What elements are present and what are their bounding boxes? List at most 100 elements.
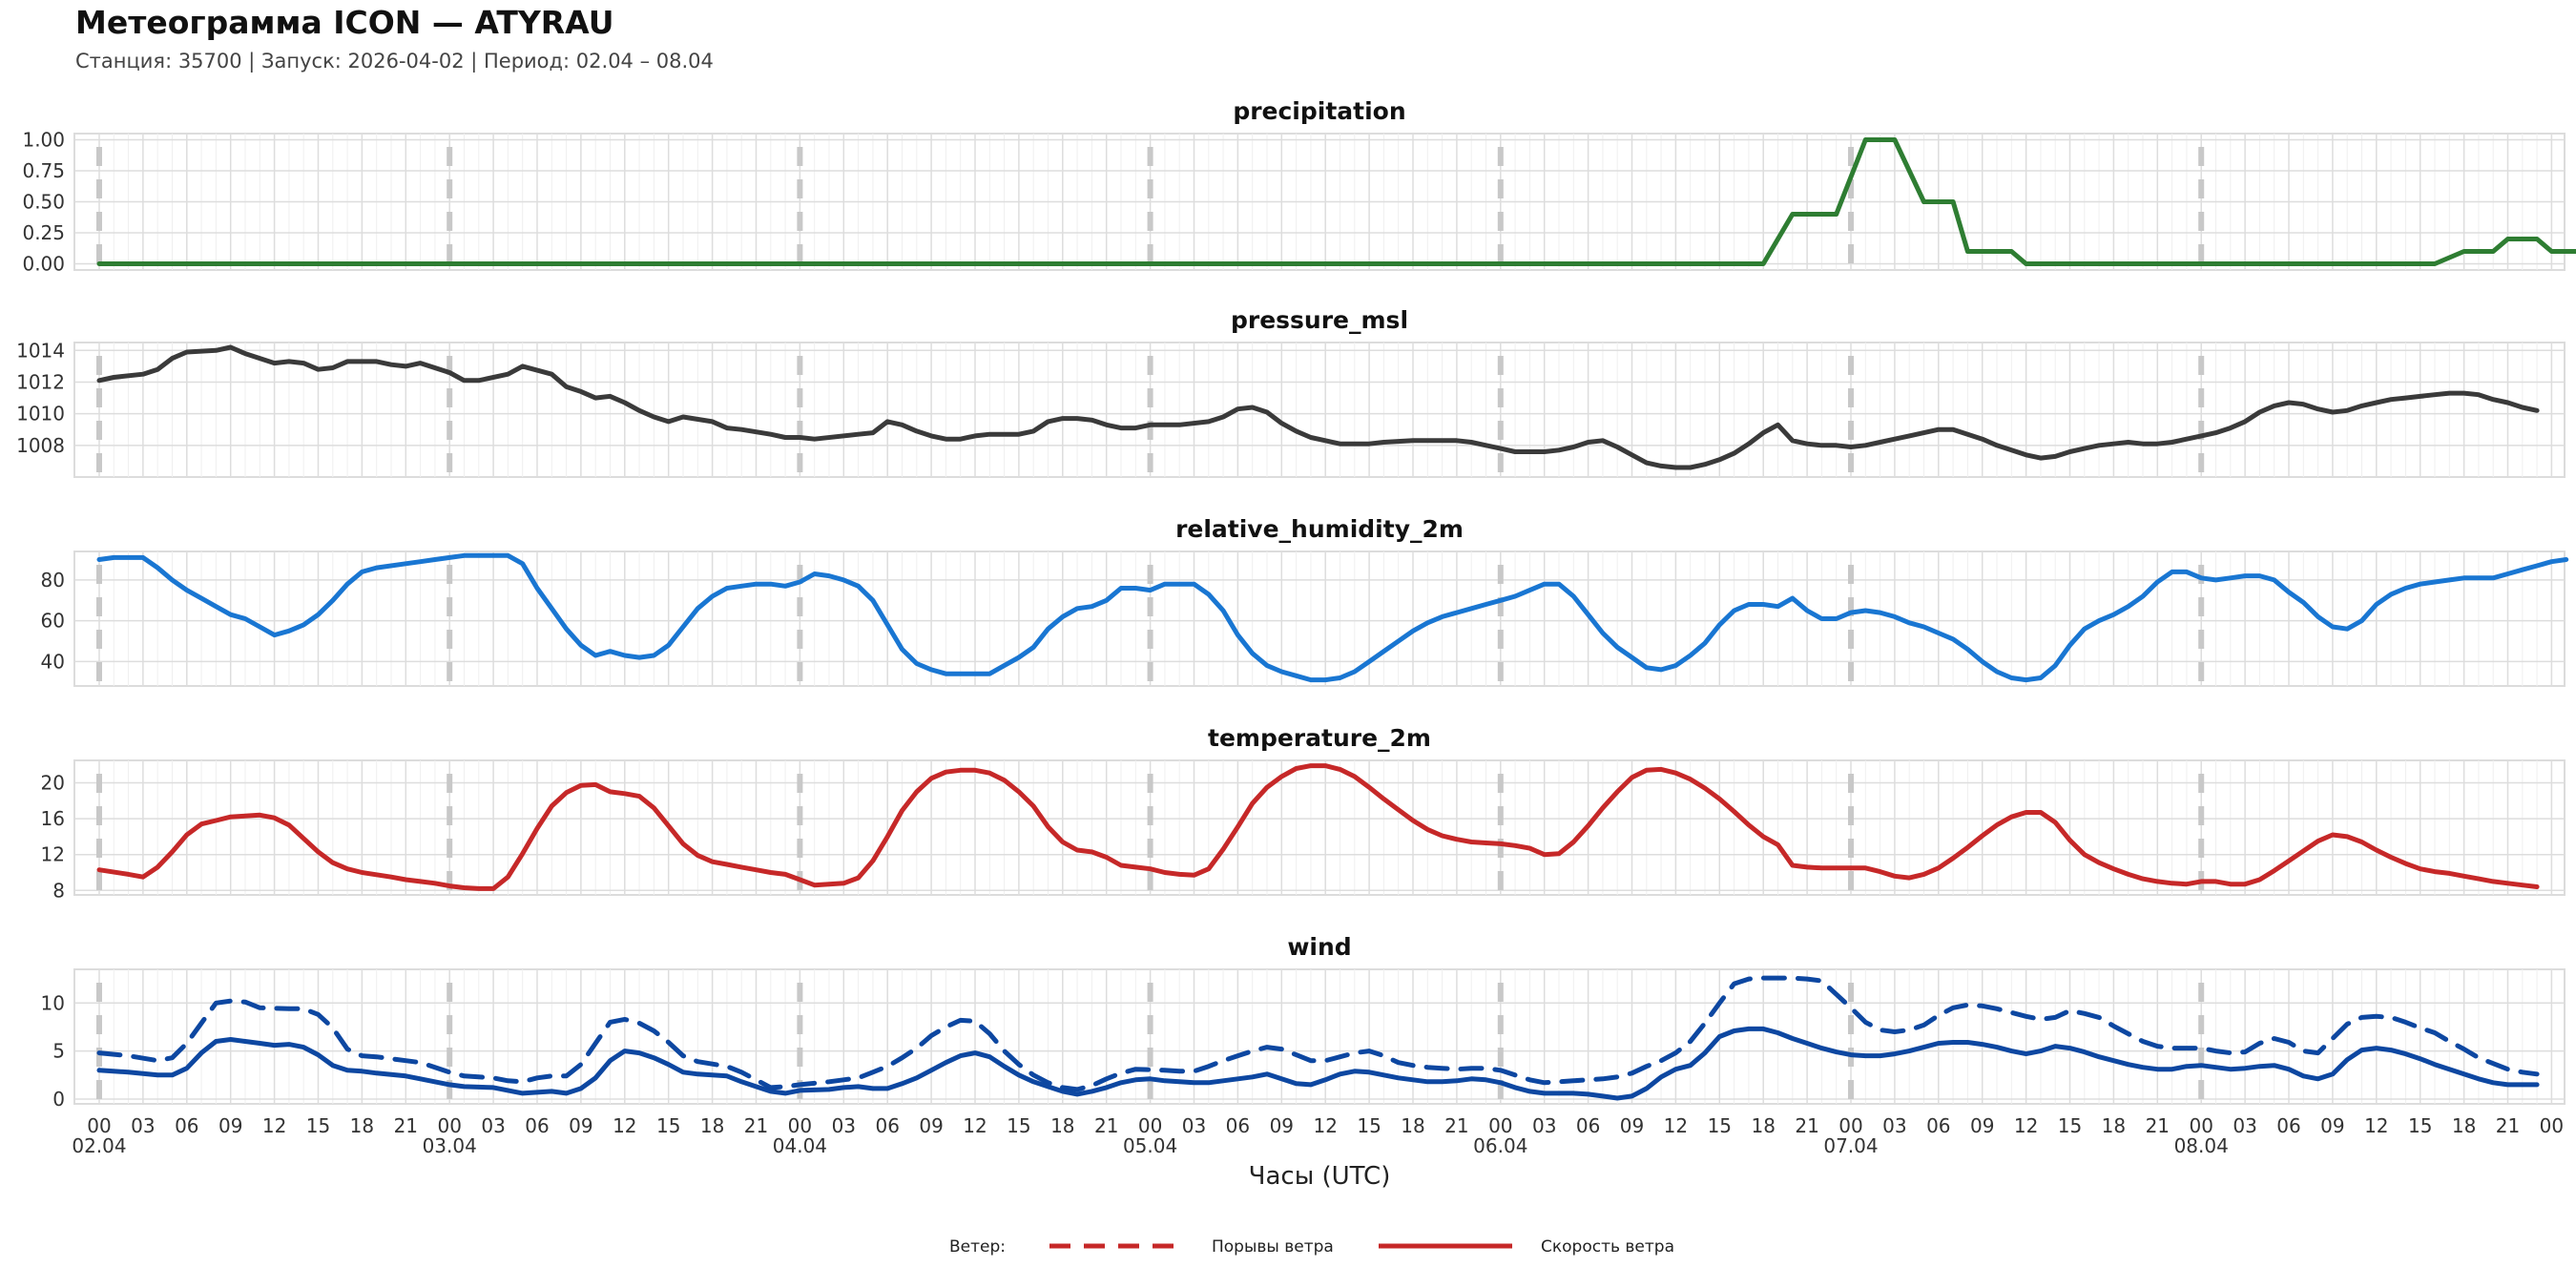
x-tick-label: 15 [306, 1114, 330, 1137]
series-line-wind-solid [96, 1026, 2540, 1101]
x-day-label: 04.04 [773, 1134, 827, 1157]
x-tick-label: 18 [350, 1114, 374, 1137]
x-tick-label: 03 [481, 1114, 505, 1137]
x-tick-label: 12 [613, 1114, 636, 1137]
x-tick-label: 15 [2058, 1114, 2082, 1137]
y-tick-label: 16 [41, 807, 65, 830]
y-tick-label: 1.00 [22, 129, 65, 152]
x-tick-label: 15 [2408, 1114, 2432, 1137]
x-tick-label: 18 [1401, 1114, 1424, 1137]
x-tick-label: 03 [1532, 1114, 1556, 1137]
y-tick-label: 10 [41, 991, 65, 1014]
y-tick-label: 1008 [16, 434, 65, 457]
panel-frame [73, 342, 2566, 478]
x-tick-label: 03 [131, 1114, 155, 1137]
page-title: Метеограмма ICON — ATYRAU [75, 4, 614, 41]
series-line-precipitation [96, 137, 2576, 266]
y-tick-label: 0.25 [22, 221, 65, 244]
panel-title: relative_humidity_2m [1175, 515, 1464, 543]
x-tick-label: 09 [1620, 1114, 1644, 1137]
x-tick-label: 21 [2146, 1114, 2170, 1137]
y-tick-label: 0.00 [22, 253, 65, 276]
x-tick-label: 06 [875, 1114, 899, 1137]
x-tick-label: 21 [394, 1114, 418, 1137]
panel-title: temperature_2m [1208, 724, 1431, 752]
y-tick-label: 20 [41, 772, 65, 795]
x-tick-label: 00 [1138, 1114, 1162, 1137]
x-tick-label: 15 [1357, 1114, 1381, 1137]
legend-label-gusts: Порывы ветра [1212, 1237, 1334, 1257]
panel-title: pressure_msl [1231, 306, 1408, 334]
x-tick-label: 06 [525, 1114, 549, 1137]
x-tick-label: 18 [2452, 1114, 2476, 1137]
series-line-temperature_2m [96, 763, 2540, 891]
y-tick-label: 40 [41, 650, 65, 673]
x-axis-label: Часы (UTC) [1249, 1162, 1391, 1191]
y-tick-label: 12 [41, 843, 65, 866]
x-day-label: 02.04 [72, 1134, 126, 1157]
x-tick-label: 06 [1926, 1114, 1950, 1137]
y-tick-label: 5 [52, 1040, 65, 1063]
x-tick-label: 18 [2102, 1114, 2126, 1137]
x-tick-label: 21 [1444, 1114, 1468, 1137]
panel-frame [73, 551, 2566, 687]
x-tick-label: 12 [2364, 1114, 2388, 1137]
x-tick-label: 00 [437, 1114, 461, 1137]
y-tick-label: 1012 [16, 370, 65, 393]
x-tick-label: 09 [569, 1114, 592, 1137]
x-tick-label: 00 [788, 1114, 812, 1137]
x-day-label: 05.04 [1123, 1134, 1177, 1157]
x-tick-label: 21 [744, 1114, 768, 1137]
panel-title: precipitation [1233, 97, 1405, 125]
x-tick-label: 09 [2320, 1114, 2344, 1137]
x-tick-label: 15 [1007, 1114, 1030, 1137]
x-tick-label: 00 [1488, 1114, 1512, 1137]
x-tick-label: 00 [2189, 1114, 2212, 1137]
series-line-pressure_msl [96, 344, 2540, 470]
x-tick-label: 15 [656, 1114, 680, 1137]
y-tick-label: 0.75 [22, 159, 65, 182]
x-day-label: 06.04 [1473, 1134, 1527, 1157]
x-tick-label: 15 [1708, 1114, 1732, 1137]
x-day-label: 07.04 [1823, 1134, 1878, 1157]
x-tick-label: 09 [218, 1114, 242, 1137]
x-tick-label: 12 [2014, 1114, 2038, 1137]
x-tick-label: 03 [832, 1114, 856, 1137]
page-subtitle: Станция: 35700 | Запуск: 2026-04-02 | Пе… [75, 50, 714, 73]
series-line-relative_humidity_2m [96, 552, 2569, 683]
x-day-label: 03.04 [423, 1134, 477, 1157]
panel-title: wind [1287, 933, 1351, 961]
x-tick-label: 06 [2276, 1114, 2300, 1137]
x-tick-label: 03 [1882, 1114, 1906, 1137]
x-tick-label: 18 [700, 1114, 724, 1137]
x-tick-label: 00 [1839, 1114, 1862, 1137]
x-tick-label: 06 [1226, 1114, 1250, 1137]
y-tick-label: 1014 [16, 339, 65, 362]
x-tick-label: 00 [87, 1114, 111, 1137]
x-tick-label: 06 [1576, 1114, 1600, 1137]
y-tick-label: 8 [52, 879, 65, 902]
series-line-wind-dashed [96, 975, 2540, 1092]
x-tick-label: 09 [1970, 1114, 1994, 1137]
legend-title: Ветер: [949, 1237, 1006, 1257]
y-tick-label: 80 [41, 569, 65, 592]
x-tick-label: 00 [2540, 1114, 2564, 1137]
x-tick-label: 12 [1664, 1114, 1688, 1137]
x-tick-label: 18 [1751, 1114, 1775, 1137]
x-tick-label: 21 [1795, 1114, 1818, 1137]
x-tick-label: 12 [262, 1114, 286, 1137]
x-tick-label: 12 [1313, 1114, 1337, 1137]
x-tick-label: 03 [2233, 1114, 2256, 1137]
x-tick-label: 09 [919, 1114, 943, 1137]
x-tick-label: 12 [963, 1114, 987, 1137]
x-tick-label: 03 [1182, 1114, 1206, 1137]
x-tick-label: 18 [1050, 1114, 1074, 1137]
x-tick-label: 09 [1270, 1114, 1294, 1137]
y-tick-label: 0 [52, 1088, 65, 1111]
y-tick-label: 60 [41, 610, 65, 633]
x-day-label: 08.04 [2174, 1134, 2229, 1157]
y-tick-label: 0.50 [22, 191, 65, 214]
x-tick-label: 06 [175, 1114, 198, 1137]
x-tick-label: 21 [1094, 1114, 1118, 1137]
